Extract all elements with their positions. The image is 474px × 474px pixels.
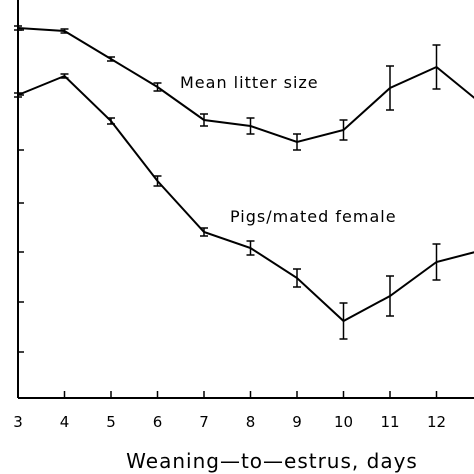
x-tick-label-8: 8 [246, 413, 256, 431]
x-tick-label-10: 10 [334, 413, 353, 431]
error-bar-s2-x4 [60, 73, 69, 79]
series-line-2 [17, 74, 474, 323]
error-bar-s2-x7 [200, 227, 208, 237]
axes [17, 0, 474, 399]
error-bar-s2-x8 [246, 240, 255, 256]
x-tick-label-4: 4 [60, 413, 70, 431]
error-bar-s2-x5 [107, 117, 115, 125]
error-bar-s1-x11 [386, 65, 394, 111]
x-tick-label-7: 7 [199, 413, 209, 431]
x-tick-label-6: 6 [153, 413, 163, 431]
x-tick-label-12: 12 [427, 413, 446, 431]
x-tick-label-5: 5 [106, 413, 116, 431]
error-bar-s1-x4 [60, 28, 69, 34]
x-tick-label-9: 9 [292, 413, 302, 431]
error-bar-s2-x9 [293, 268, 301, 288]
annotation-pigs-mated-female: Pigs/mated female [230, 207, 397, 226]
error-bar-s1-x5 [107, 56, 115, 62]
error-bar-s1-x9 [293, 133, 301, 151]
annotation-mean-litter-size: Mean litter size [180, 73, 319, 92]
labels-group: 34567891011121 [13, 413, 446, 431]
series-group [14, 25, 474, 340]
error-bar-s1-x3 [14, 25, 22, 31]
error-bar-s2-x10 [339, 302, 348, 340]
error-bar-s1-x8 [246, 117, 255, 135]
x-tick-label-11: 11 [380, 413, 399, 431]
error-bar-s1-x10 [339, 119, 348, 141]
error-bar-s1-x7 [200, 113, 208, 127]
error-bar-s2-x6 [153, 175, 162, 187]
x-tick-label-3: 3 [13, 413, 23, 431]
error-bar-s1-x12 [432, 44, 441, 90]
error-bar-s1-x6 [153, 82, 162, 92]
error-bar-s2-x3 [14, 92, 22, 98]
error-bar-s2-x11 [386, 275, 394, 317]
x-axis-label: Weaning—to—estrus, days [126, 449, 418, 473]
error-bar-s2-x12 [432, 243, 441, 281]
